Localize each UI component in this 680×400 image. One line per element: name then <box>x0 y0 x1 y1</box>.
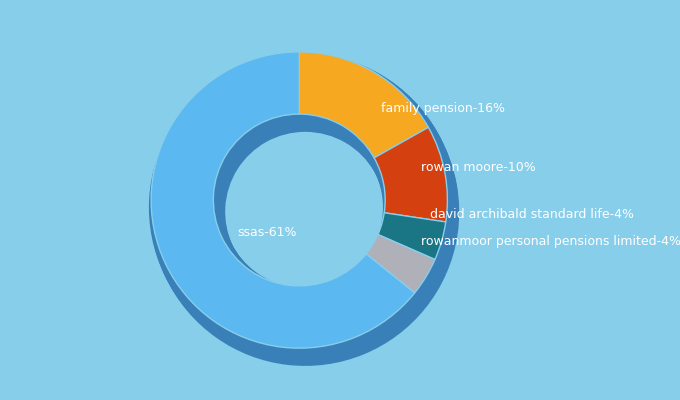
Wedge shape <box>373 132 457 230</box>
Wedge shape <box>305 58 439 173</box>
Wedge shape <box>379 224 458 274</box>
Wedge shape <box>365 240 444 304</box>
Wedge shape <box>377 221 456 271</box>
Wedge shape <box>367 244 446 308</box>
Text: rowan moore-10%: rowan moore-10% <box>421 161 535 174</box>
Wedge shape <box>373 133 458 232</box>
Wedge shape <box>377 222 457 272</box>
Wedge shape <box>367 234 435 293</box>
Wedge shape <box>299 52 428 158</box>
Text: david archibald standard life-4%: david archibald standard life-4% <box>430 208 634 221</box>
Wedge shape <box>374 135 458 233</box>
Text: ssas-61%: ssas-61% <box>237 226 296 239</box>
Wedge shape <box>150 55 424 363</box>
Wedge shape <box>376 219 456 269</box>
Text: rowanmoor personal pensions limited-4%: rowanmoor personal pensions limited-4% <box>421 235 680 248</box>
Text: family pension-16%: family pension-16% <box>381 102 505 115</box>
Wedge shape <box>378 213 446 260</box>
Wedge shape <box>304 55 438 170</box>
Wedge shape <box>149 53 423 362</box>
Wedge shape <box>375 136 459 235</box>
Wedge shape <box>151 52 415 348</box>
Wedge shape <box>305 56 439 171</box>
Wedge shape <box>374 127 447 222</box>
Wedge shape <box>150 56 424 364</box>
Wedge shape <box>367 242 445 307</box>
Wedge shape <box>366 241 445 306</box>
Wedge shape <box>303 53 437 168</box>
Wedge shape <box>151 58 425 366</box>
